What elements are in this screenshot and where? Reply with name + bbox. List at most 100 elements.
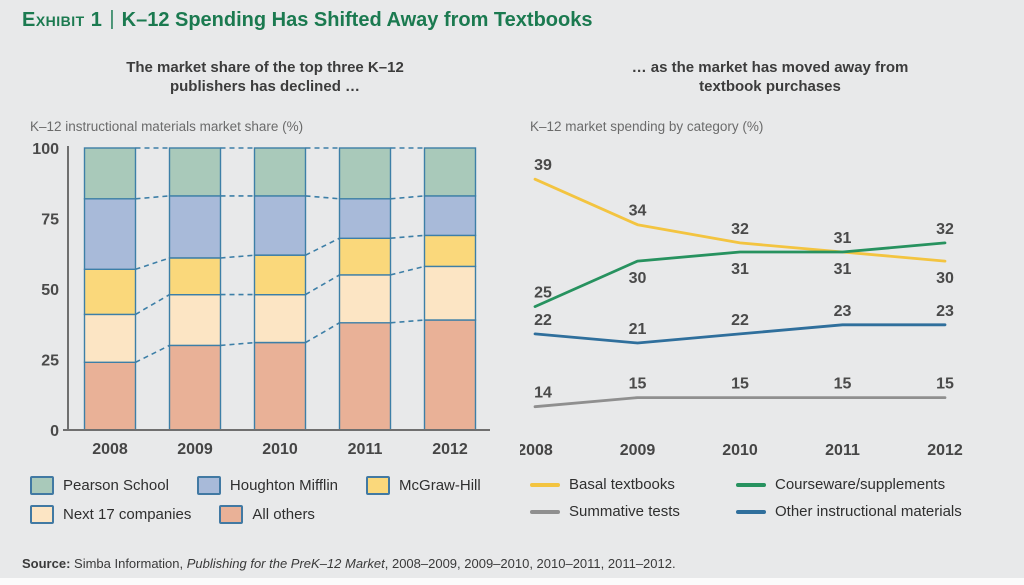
bar-segment [423,195,477,237]
stack-connector-line [390,195,425,200]
category-label: 2012 [432,441,468,458]
legend-item-label: Basal textbooks [569,476,675,493]
bar-segment [83,313,137,363]
stack-connector-line [220,254,255,259]
data-label: 22 [731,312,749,329]
stack-connector-line [220,341,255,347]
bar-segment [168,147,222,197]
data-label: 32 [731,221,749,238]
legend-item: Courseware/supplements [736,476,945,493]
category-label: 2011 [348,441,383,458]
legend-row: Basal textbooks Courseware/supplements [530,476,1020,493]
y-tick-label: 50 [41,282,59,299]
data-label: 31 [834,230,852,247]
stack-connector-line [305,195,340,200]
legend-item: Summative tests [530,503,736,520]
bar-segment [338,274,392,324]
y-tick-label: 100 [32,141,59,158]
bar-segment [338,147,392,200]
source-publication-title: Publishing for the PreK–12 Market [186,556,385,571]
category-label: 2012 [927,442,963,459]
stacked-bar-chart: 2008 2009 2010 2011 2012 0 25 50 75 100 [32,141,490,458]
bar-segment [423,147,477,197]
category-label: 2008 [92,441,128,458]
legend-item-label: Summative tests [569,503,680,520]
y-tick-label: 0 [50,423,59,440]
legend-item: McGraw-Hill [366,476,481,495]
bar-segment [338,198,392,239]
stack-connector-line [390,319,425,324]
bar-segment [83,361,137,431]
data-label: 31 [834,261,852,278]
stack-connector-line [390,265,425,276]
source-label: Source: [22,556,71,571]
category-label: 2010 [262,441,298,458]
bar-segment [253,147,307,197]
series-line [533,177,947,263]
bar-segment [423,265,477,321]
stack-connector-line [135,195,170,200]
bar-segment [83,268,137,316]
data-label: 22 [534,312,552,329]
legend-item-label: Other instructional materials [775,503,962,520]
legend-row: Pearson School Houghton Mifflin McGraw-Hil… [30,476,510,495]
right-chart-subtitle: … as the market has moved away from text… [631,59,909,95]
data-label: 23 [936,303,954,320]
legend-row: Summative tests Other instructional mater… [530,503,1020,520]
legend-item-label: All others [252,506,315,523]
legend-line-swatch [736,509,766,514]
market-share-chart-section: The market share of the top three K–12 p… [20,58,510,524]
title-separator: | [109,8,115,30]
bar-segment [423,234,477,268]
exhibit-number-label: Exhibit 1 [22,9,103,31]
legend-color-swatch [366,476,391,495]
bar-segment [168,344,222,431]
spending-chart-section: … as the market has moved away from text… [520,58,1020,520]
source-text-before: Simba Information, [70,556,187,571]
y-tick-label: 75 [41,212,59,229]
bar-segment [338,322,392,431]
legend-item: All others [219,505,315,524]
legend-row: Next 17 companies All others [30,505,510,524]
data-label: 14 [534,385,552,402]
legend-item: Pearson School [30,476,169,495]
data-label: 34 [629,203,647,220]
data-label: 15 [834,376,852,393]
bar-segment [83,147,137,200]
legend-line-swatch [530,482,560,487]
left-chart-subtitle: The market share of the top three K–12 p… [126,59,404,95]
legend-item-label: McGraw-Hill [399,477,481,494]
right-chart-legend: Basal textbooks Courseware/supplements Sum… [530,476,1020,520]
stack-connector-line [305,237,340,256]
category-label: 2011 [825,442,860,459]
category-label: 2009 [620,442,656,459]
left-chart-axis-label: K–12 instructional materials market shar… [30,119,304,134]
series-line [533,241,947,309]
bar-segment [168,195,222,259]
legend-color-swatch [196,476,221,495]
legend-item-label: Pearson School [63,477,169,494]
legend-item-label: Houghton Mifflin [229,477,339,494]
data-label: 25 [534,285,552,302]
data-label: 15 [731,376,749,393]
bar-segment [168,257,222,296]
legend-item-label: Courseware/supplements [775,476,946,493]
legend-item: Next 17 companies [30,505,191,524]
data-label: 31 [731,261,749,278]
stack-connector-line [305,274,340,296]
bar-segment [253,254,307,296]
bar-segment [423,319,477,431]
legend-item: Houghton Mifflin [196,476,339,495]
bar-segment [253,195,307,256]
bar-segment [168,293,222,347]
stack-connector-line [135,293,170,316]
data-label: 15 [936,376,954,393]
category-label: 2008 [520,442,553,459]
series-line [533,323,947,345]
right-chart-axis-label: K–12 market spending by category (%) [530,119,764,134]
data-label: 21 [629,321,647,338]
line-chart: 39 34 32 31 30 25 30 31 31 32 14 15 15 15 15 22 21 22 23 23… [520,157,963,459]
bar-segment [253,293,307,344]
category-label: 2009 [177,441,213,458]
